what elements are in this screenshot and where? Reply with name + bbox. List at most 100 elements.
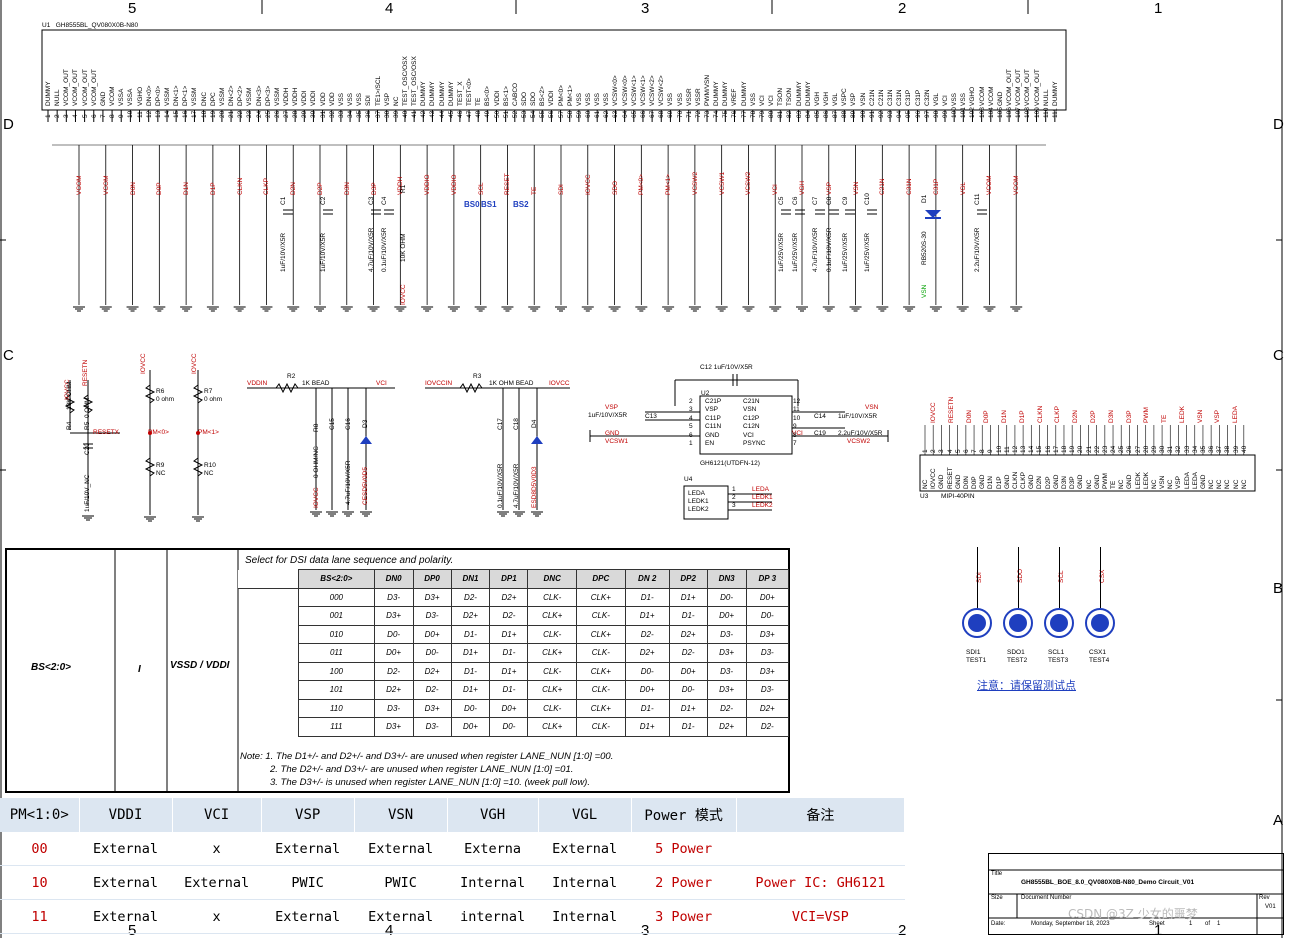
u3-net-label: D3P [1125,410,1133,423]
u3-pin-name: GND [1052,474,1060,489]
u1-pin-name: SDI [365,95,373,106]
u1-pin-name: DP<2> [237,85,245,106]
dsi-cell: D2- [624,624,670,644]
u3-pin-name: LEDA [1183,472,1191,489]
pm-cell: Internal [447,865,539,900]
u3-pin-number: 29 [1150,445,1158,453]
u1-pin-number: 63 [612,110,620,118]
u1-pin-number: 104 [987,107,995,118]
u3-pin-number: 39 [1232,445,1240,453]
u2-vci-net: VCI [792,430,803,437]
dsi-cell: CLK+ [576,624,626,644]
date-label: Date: [991,921,1006,927]
u1-d1-part: RB520S-30 [921,231,928,265]
u1-pin-name: TEST<0> [466,78,474,106]
dsi-cell: D3- [373,698,414,718]
test-points: 注意：请保留测试点 SDI SDI1 TEST1 SDO SDO1 TEST2 SCL SCL… [955,545,1130,705]
dsi-cell: D0- [668,680,708,700]
u3-pin-number: 35 [1199,445,1207,453]
u1-pin-name: C31N [887,89,895,106]
u1-pin-name: VSP [383,92,391,106]
u1-net-label: CLKN [236,177,244,195]
dsi-header-blank [238,569,299,589]
u1-pin-name: DN<3> [255,85,263,106]
u3-net-label: PWM [1143,407,1151,423]
u1-cap-value: 0.1uF/10V/X5R [381,227,388,272]
u1-pin-number: 109 [1033,107,1041,118]
u3-pin-name: NC [1224,479,1232,489]
pm-cell: External [261,899,355,934]
dsi-cell: D0- [489,717,529,737]
u1-pin-name: DP<0> [154,85,162,106]
u2-right-pin-number: 10 [793,414,801,422]
r4-value: 10K OHM [66,381,73,410]
u1-pin-number: 94 [896,110,904,118]
u2-vsp-net: VSP [605,404,619,411]
dsi-cell: D1- [668,717,708,737]
dsi-note: Note: 1. The D1+/- and D2+/- and D3+/- a… [240,751,614,762]
dsi-cell: D3+ [412,587,452,607]
u3-body [919,454,1256,492]
dsi-cell: D3+ [412,698,452,718]
u3-pin-number: 23 [1101,445,1109,453]
u1-cap-ref: C5 [778,196,785,205]
c13-value: 1uF/10V/X5R [588,412,628,419]
u1-net-label: CLKP [263,178,271,195]
u1-pin-number: 111 [1051,108,1059,118]
test-point-pad-fill [1009,614,1027,632]
u1-cap-ref: C4 [381,196,388,205]
u1-pin-number: 22 [237,110,245,118]
c20-ref: C20 [84,443,91,455]
test-point-wire [1018,547,1019,608]
u1-pin-number: 81 [777,110,785,118]
pm-cell [736,832,905,866]
pm-header-cell: VDDI [79,798,173,832]
r3-ref: R3 [473,373,482,380]
u1-pin-number: 23 [246,110,254,118]
pm-cell: External [354,832,448,866]
dsi-row-spacer [238,606,299,625]
u1-cap-value: 1uF/10V/X5R [320,232,327,272]
u3-pin-name: GND [1003,474,1011,489]
r5-ref: R5 [84,421,91,430]
u1-pin-number: 54 [530,110,538,118]
d3-ref: D3 [362,419,369,428]
u1-pin-name: VSS [951,92,959,106]
dsi-cell: 110 [298,698,375,718]
c17-value: 0.1uF/10V/X5R [497,463,504,508]
u1-pin-name: VDDH [292,87,300,106]
u1-net-label: VCOM [76,175,83,196]
r7r10-node [196,431,200,435]
u1-pin-name: VSS [676,92,684,106]
u1-pin-number: 66 [639,110,647,118]
test-point-ref: SDI1 [966,649,981,656]
u1-d1-ref: D1 [921,194,928,203]
row-letter-c-right: C [1273,347,1284,364]
u1-pin-name: DUMMY [438,81,446,106]
u1-pin-number: 10 [127,110,135,118]
r3-zigzag [459,382,483,394]
u1-cap-ref: C10 [864,193,871,205]
u3-net-label: D2P [1090,410,1097,423]
dsi-cell: D1- [668,606,708,626]
pm-cell: External [172,865,262,900]
r7-ref: R7 [204,388,213,395]
pm-cell: 11 [0,899,80,934]
u3-pin-number: 21 [1085,445,1093,453]
c20-value: 1uF/10V_NC [84,474,91,512]
u1-pin-name: VSSM [163,87,171,106]
u1-pin-number: 86 [823,110,831,118]
dsi-header-cell: DP 3 [745,569,790,589]
u1-pin-number: 90 [859,110,867,118]
dsi-cell: D1+ [450,643,491,663]
u2-right-pin-number: 9 [793,423,797,431]
u1-pin-name: DN<2> [228,85,236,106]
test-point-pad [962,608,992,638]
dsi-cell: D1+ [624,606,670,626]
u1-pin-number: 91 [868,110,876,118]
u4-pin-number: 3 [732,502,736,509]
row-letter-a-right: A [1273,812,1284,829]
u2-right-pin-name: VSN [743,406,757,414]
u3-pin-number: 30 [1159,445,1167,453]
